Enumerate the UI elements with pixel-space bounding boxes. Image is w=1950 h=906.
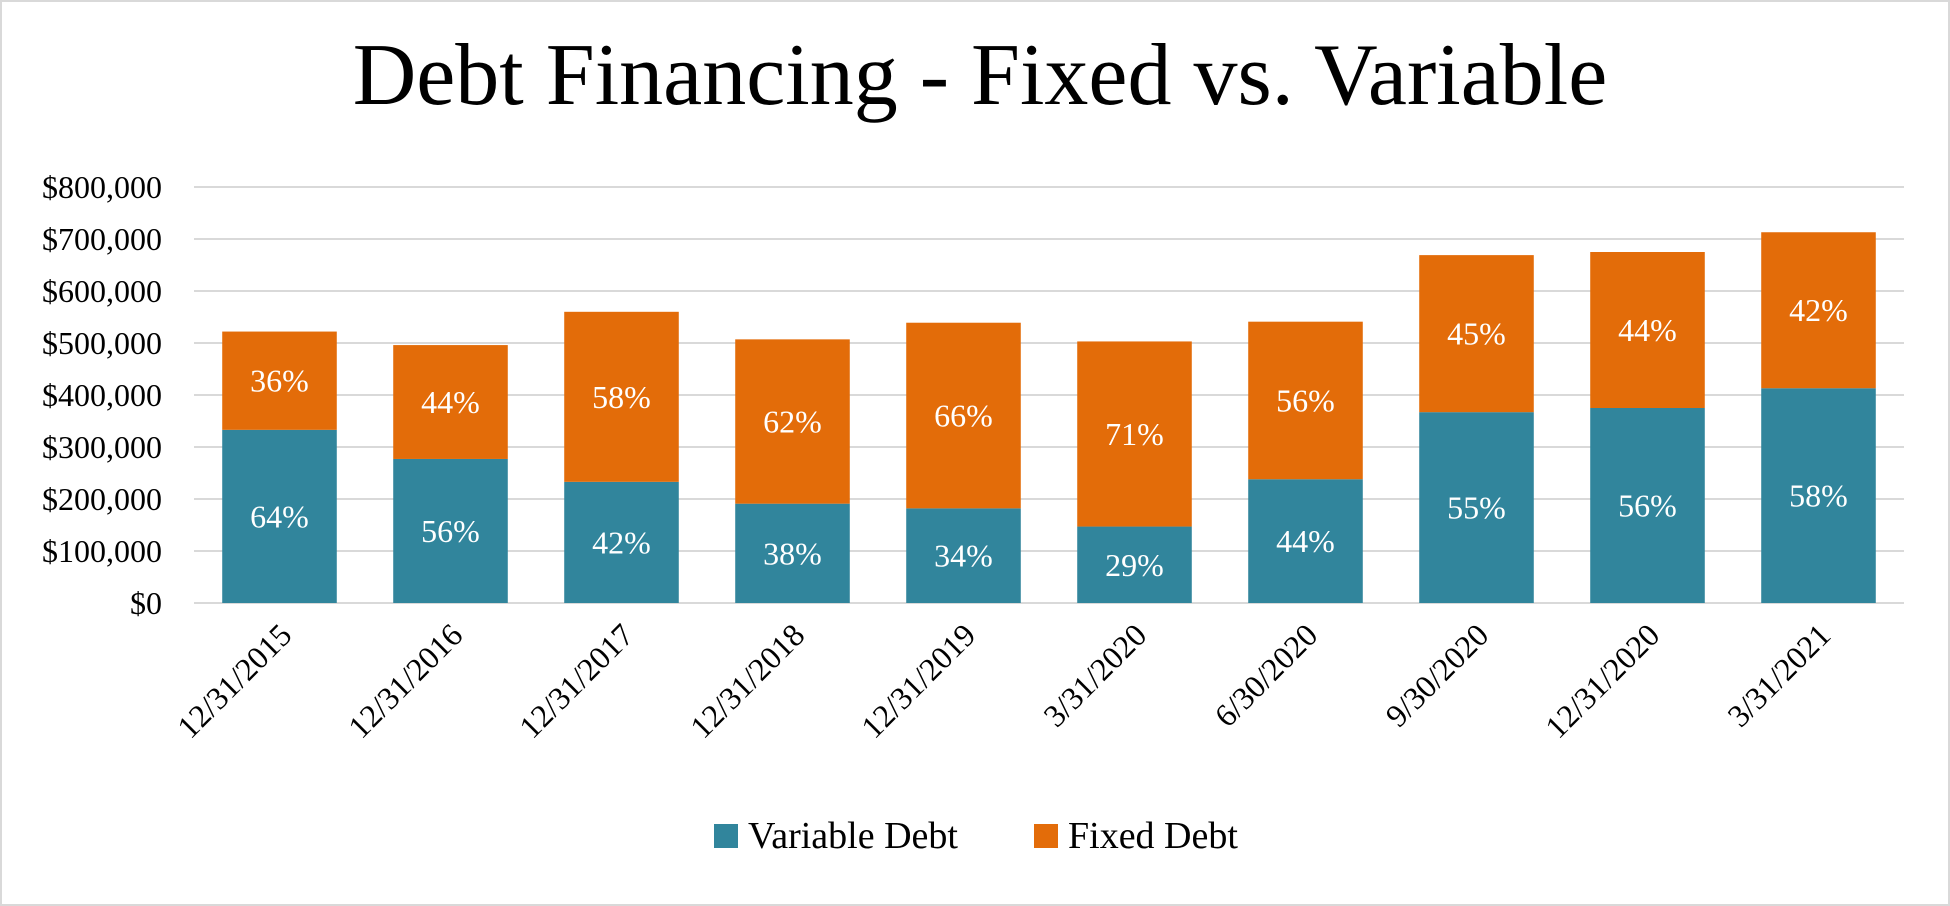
y-tick-label: $700,000 (42, 221, 162, 257)
data-label: 56% (1276, 382, 1335, 418)
data-label: 45% (1447, 316, 1506, 352)
y-axis: $0 $100,000 $200,000 $300,000 $400,000 $500,0… (42, 169, 162, 621)
bar-fixed-3 (735, 339, 850, 504)
bar-variable-6 (1248, 479, 1363, 603)
bar-fixed-6 (1248, 321, 1363, 480)
legend-label-variable: Variable Debt (748, 815, 958, 857)
bar-variable-4 (906, 508, 1021, 603)
bar-variable-8 (1590, 408, 1705, 603)
x-tick-label: 12/31/2018 (683, 616, 812, 745)
bar-fixed-4 (906, 322, 1021, 509)
data-label: 58% (592, 379, 651, 415)
bar-variable-7 (1419, 412, 1534, 603)
data-label: 42% (1789, 292, 1848, 328)
legend-swatch-variable (714, 824, 738, 848)
data-label: 44% (1276, 523, 1335, 559)
x-tick-label: 3/31/2021 (1720, 616, 1837, 733)
bar-fixed-8 (1590, 252, 1705, 408)
legend-label-fixed: Fixed Debt (1068, 815, 1238, 857)
data-label: 56% (421, 513, 480, 549)
bar-variable-1 (393, 458, 508, 603)
x-axis: 12/31/2015 12/31/2016 12/31/2017 12/31/2018… (170, 616, 1838, 745)
bar-fixed-9 (1761, 232, 1876, 389)
bar-variable-5 (1077, 526, 1192, 603)
data-label: 34% (934, 538, 993, 574)
data-label: 62% (763, 404, 822, 440)
bar-variable-9 (1761, 388, 1876, 603)
y-tick-label: $300,000 (42, 429, 162, 465)
bar-fixed-1 (393, 345, 508, 459)
data-label: 36% (250, 363, 309, 399)
x-tick-label: 9/30/2020 (1378, 616, 1495, 733)
x-tick-label: 3/31/2020 (1036, 616, 1153, 733)
bar-fixed-0 (222, 331, 337, 430)
y-tick-label: $800,000 (42, 169, 162, 205)
data-label: 64% (250, 498, 309, 534)
bar-fixed-7 (1419, 255, 1534, 413)
x-tick-label: 12/31/2015 (170, 616, 299, 745)
data-label: 44% (421, 384, 480, 420)
data-labels: 64% 36% 56% 44% 42% 58% 38% 62% 34% 66% 29% 71% 44% 5… (250, 292, 1848, 583)
bars (222, 232, 1876, 603)
legend-swatch-fixed (1034, 824, 1058, 848)
y-tick-label: $100,000 (42, 533, 162, 569)
y-tick-label: $0 (130, 585, 162, 621)
data-label: 44% (1618, 312, 1677, 348)
data-label: 29% (1105, 547, 1164, 583)
data-label: 66% (934, 398, 993, 434)
x-tick-label: 12/31/2016 (341, 616, 470, 745)
x-tick-label: 6/30/2020 (1207, 616, 1324, 733)
y-tick-label: $500,000 (42, 325, 162, 361)
y-tick-label: $400,000 (42, 377, 162, 413)
data-label: 42% (592, 524, 651, 560)
bar-variable-3 (735, 503, 850, 603)
chart-title: Debt Financing - Fixed vs. Variable (353, 27, 1608, 124)
data-label: 58% (1789, 478, 1848, 514)
data-label: 56% (1618, 488, 1677, 524)
x-tick-label: 12/31/2019 (854, 616, 983, 745)
x-tick-label: 12/31/2017 (512, 616, 641, 745)
data-label: 38% (763, 535, 822, 571)
bar-variable-2 (564, 481, 679, 603)
y-tick-label: $600,000 (42, 273, 162, 309)
data-label: 55% (1447, 490, 1506, 526)
bar-fixed-5 (1077, 341, 1192, 527)
data-label: 71% (1105, 416, 1164, 452)
x-tick-label: 12/31/2020 (1538, 616, 1667, 745)
bar-variable-0 (222, 429, 337, 603)
bar-fixed-2 (564, 311, 679, 482)
y-tick-label: $200,000 (42, 481, 162, 517)
legend: Variable Debt Fixed Debt (714, 815, 1238, 857)
